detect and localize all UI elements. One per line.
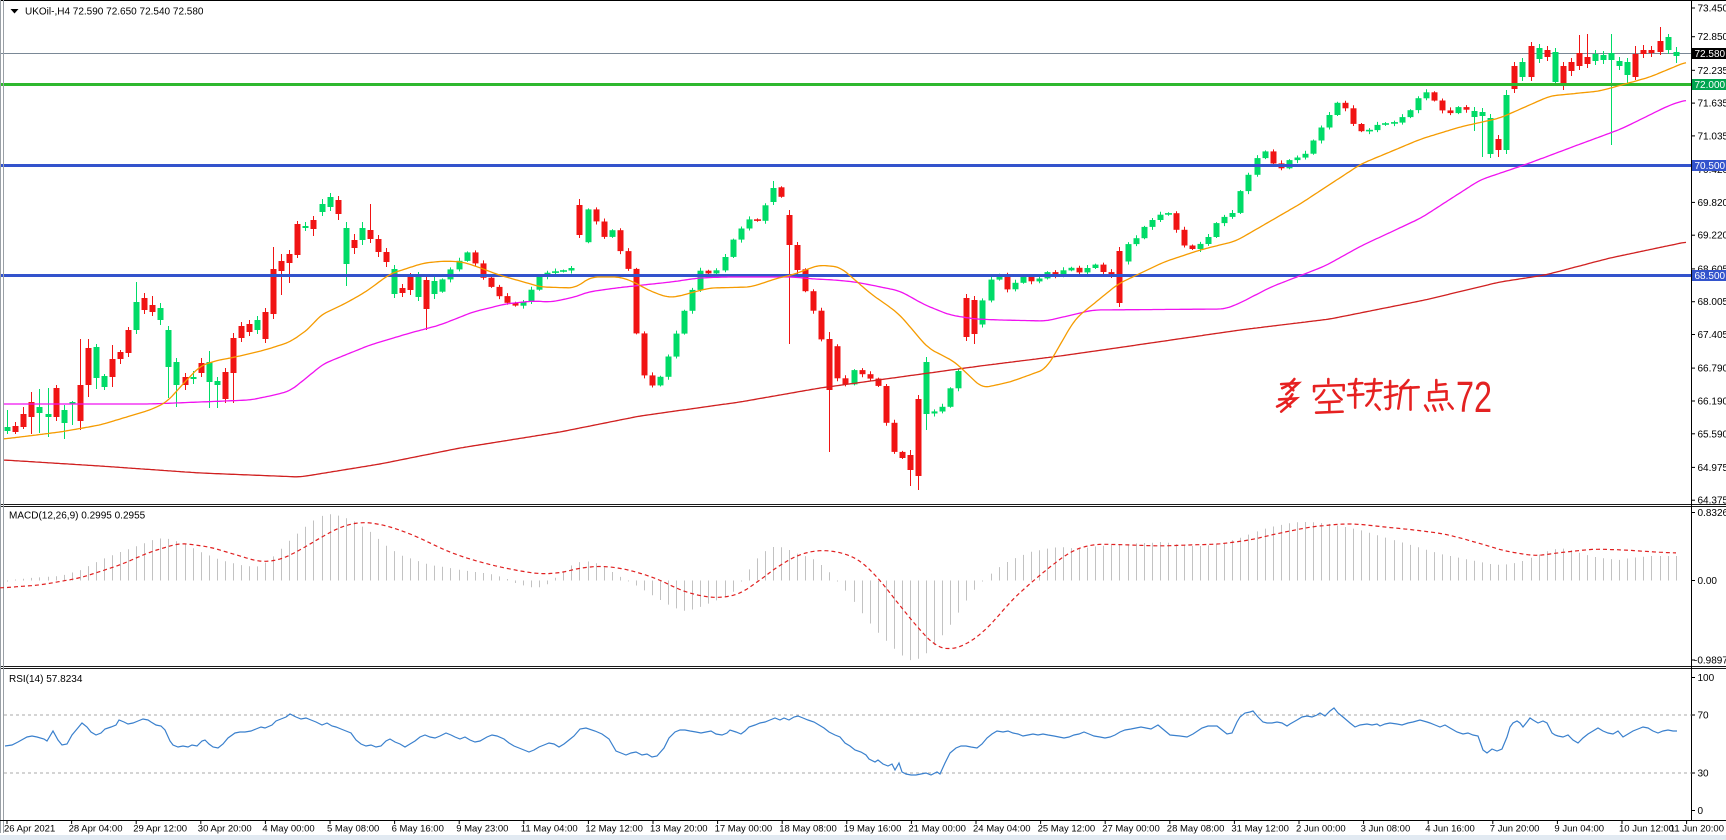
svg-text:73.450: 73.450 — [1698, 4, 1726, 15]
svg-text:67.405: 67.405 — [1698, 330, 1726, 341]
svg-text:70.500: 70.500 — [1695, 161, 1726, 172]
svg-text:3 Jun 08:00: 3 Jun 08:00 — [1361, 824, 1411, 835]
svg-text:11 Jun 20:00: 11 Jun 20:00 — [1670, 824, 1724, 835]
svg-text:0.8326: 0.8326 — [1698, 508, 1726, 519]
svg-text:7 Jun 20:00: 7 Jun 20:00 — [1490, 824, 1540, 835]
svg-text:24 May 04:00: 24 May 04:00 — [973, 824, 1031, 835]
svg-text:72.580: 72.580 — [1695, 49, 1726, 60]
svg-text:66.790: 66.790 — [1698, 364, 1726, 375]
svg-text:UKOil-,H4 72.590 72.650 72.54: UKOil-,H4 72.590 72.650 72.540 72.580 — [25, 7, 204, 18]
svg-text:9 Jun 04:00: 9 Jun 04:00 — [1554, 824, 1604, 835]
svg-text:-0.9897: -0.9897 — [1694, 656, 1726, 667]
svg-text:30: 30 — [1698, 769, 1710, 780]
svg-text:65.590: 65.590 — [1698, 429, 1726, 440]
svg-text:69.220: 69.220 — [1698, 231, 1726, 242]
svg-text:64.975: 64.975 — [1698, 463, 1726, 474]
svg-text:28 Apr 04:00: 28 Apr 04:00 — [69, 824, 123, 835]
svg-text:68.605: 68.605 — [1698, 264, 1726, 275]
svg-text:31 May 12:00: 31 May 12:00 — [1231, 824, 1289, 835]
svg-text:25 May 12:00: 25 May 12:00 — [1038, 824, 1096, 835]
svg-text:18 May 08:00: 18 May 08:00 — [779, 824, 837, 835]
svg-text:RSI(14) 57.8234: RSI(14) 57.8234 — [9, 674, 83, 685]
svg-text:2 Jun 00:00: 2 Jun 00:00 — [1296, 824, 1346, 835]
svg-text:13 May 20:00: 13 May 20:00 — [650, 824, 708, 835]
svg-text:MACD(12,26,9) 0.2995 0.2955: MACD(12,26,9) 0.2995 0.2955 — [9, 511, 146, 522]
svg-text:100: 100 — [1698, 673, 1715, 684]
svg-text:26 Apr 2021: 26 Apr 2021 — [4, 824, 55, 835]
svg-text:5 May 08:00: 5 May 08:00 — [327, 824, 379, 835]
svg-text:10 Jun 12:00: 10 Jun 12:00 — [1619, 824, 1674, 835]
svg-text:64.375: 64.375 — [1698, 496, 1726, 507]
svg-text:19 May 16:00: 19 May 16:00 — [844, 824, 902, 835]
svg-text:4 Jun 16:00: 4 Jun 16:00 — [1425, 824, 1475, 835]
svg-text:6 May 16:00: 6 May 16:00 — [392, 824, 444, 835]
svg-text:72.235: 72.235 — [1698, 66, 1726, 77]
svg-text:0: 0 — [1698, 806, 1704, 817]
svg-text:71.035: 71.035 — [1698, 131, 1726, 142]
svg-text:72.000: 72.000 — [1695, 80, 1726, 91]
svg-text:4 May 00:00: 4 May 00:00 — [262, 824, 314, 835]
svg-text:17 May 00:00: 17 May 00:00 — [715, 824, 773, 835]
svg-text:69.820: 69.820 — [1698, 198, 1726, 209]
svg-text:21 May 00:00: 21 May 00:00 — [908, 824, 966, 835]
svg-text:66.190: 66.190 — [1698, 397, 1726, 408]
svg-text:68.005: 68.005 — [1698, 297, 1726, 308]
svg-text:12 May 12:00: 12 May 12:00 — [585, 824, 643, 835]
svg-text:0.00: 0.00 — [1698, 576, 1718, 587]
svg-text:11 May 04:00: 11 May 04:00 — [521, 824, 578, 835]
svg-text:28 May 08:00: 28 May 08:00 — [1167, 824, 1225, 835]
svg-text:72.850: 72.850 — [1698, 32, 1726, 43]
svg-text:71.635: 71.635 — [1698, 99, 1726, 110]
svg-text:27 May 00:00: 27 May 00:00 — [1102, 824, 1160, 835]
svg-text:68.500: 68.500 — [1695, 271, 1726, 282]
svg-text:29 Apr 12:00: 29 Apr 12:00 — [133, 824, 187, 835]
svg-text:9 May 23:00: 9 May 23:00 — [456, 824, 508, 835]
svg-text:30 Apr 20:00: 30 Apr 20:00 — [198, 824, 252, 835]
svg-text:72: 72 — [1456, 373, 1492, 422]
svg-text:70: 70 — [1698, 711, 1710, 722]
